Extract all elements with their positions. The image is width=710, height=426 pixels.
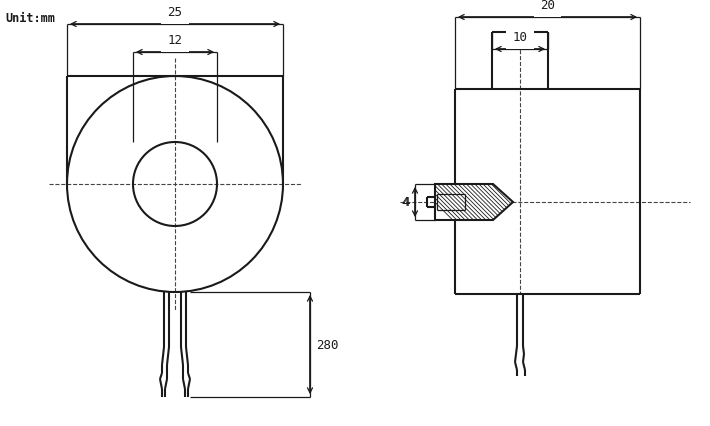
Text: 12: 12 xyxy=(168,34,182,47)
Text: 4: 4 xyxy=(403,196,410,209)
Text: Unit:mm: Unit:mm xyxy=(5,12,55,25)
Text: 4: 4 xyxy=(401,196,408,209)
Text: 20: 20 xyxy=(540,0,555,12)
Text: 10: 10 xyxy=(513,31,528,44)
Text: 25: 25 xyxy=(168,6,182,19)
Text: 280: 280 xyxy=(316,338,339,351)
Polygon shape xyxy=(435,184,513,221)
